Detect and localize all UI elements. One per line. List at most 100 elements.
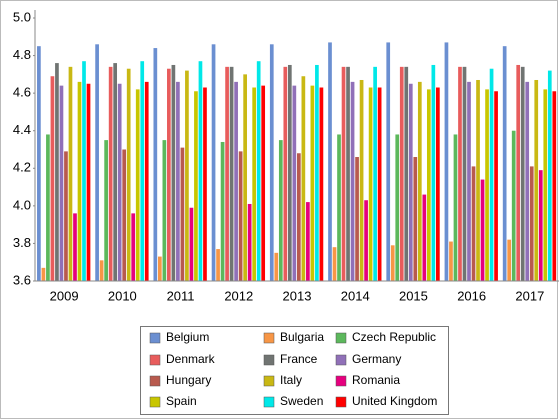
bar (234, 81, 238, 281)
bar (278, 140, 283, 281)
bar (126, 68, 131, 281)
legend-label: Italy (280, 373, 302, 387)
y-tick-label: 5.0 (13, 9, 31, 24)
y-tick-label: 3.8 (13, 235, 31, 250)
bar (73, 213, 77, 281)
bar (131, 213, 136, 281)
bar (489, 68, 494, 281)
legend-swatch (149, 332, 161, 344)
legend-swatch (149, 375, 161, 387)
y-tick-label: 4.6 (13, 85, 31, 100)
bar (99, 260, 104, 281)
legend-swatch (335, 375, 347, 387)
bar (507, 239, 512, 281)
bar (319, 87, 324, 281)
y-tick-label: 4.2 (13, 160, 31, 175)
bar (225, 66, 229, 281)
bar (243, 74, 247, 281)
bar (310, 85, 315, 281)
bar (337, 134, 341, 281)
legend-label: Denmark (166, 352, 216, 366)
legend-label: Belgium (166, 330, 209, 344)
bar (494, 91, 498, 281)
legend-swatch (149, 396, 161, 408)
bar (543, 89, 548, 281)
bar (185, 70, 189, 281)
legend-swatch (263, 332, 275, 344)
bar (355, 157, 359, 281)
bar (162, 140, 167, 281)
x-tick-label: 2011 (167, 288, 195, 303)
bar (395, 134, 400, 281)
bar (50, 76, 55, 281)
x-tick-label: 2017 (515, 288, 544, 303)
legend-swatch (335, 332, 347, 344)
legend-box (140, 326, 449, 415)
bar (431, 64, 436, 281)
bar (283, 66, 288, 281)
bar (55, 63, 59, 282)
x-tick-label: 2016 (457, 288, 486, 303)
x-tick-label: 2012 (224, 288, 253, 303)
bar (332, 247, 337, 281)
bar (135, 89, 140, 281)
legend-label: Spain (166, 394, 197, 408)
legend-label: Bulgaria (280, 330, 324, 344)
bar (408, 83, 413, 281)
bar (534, 79, 539, 281)
legend-swatch (263, 396, 275, 408)
bar (444, 42, 449, 281)
bar (301, 76, 306, 281)
bar (194, 91, 198, 281)
bar (216, 249, 220, 281)
bar (37, 46, 41, 281)
legend-swatch (335, 396, 347, 408)
bar (256, 61, 261, 282)
bar (485, 89, 489, 281)
bar (108, 66, 113, 281)
bar (86, 83, 91, 281)
bar (59, 85, 64, 281)
x-tick-label: 2009 (50, 288, 79, 303)
legend-label: Germany (352, 352, 401, 366)
legend-label: Hungary (166, 373, 211, 387)
bar (552, 91, 557, 281)
bar (373, 66, 377, 281)
bar (229, 66, 234, 281)
bar (140, 61, 145, 282)
y-tick-label: 4.8 (13, 47, 31, 62)
x-tick-label: 2013 (283, 288, 312, 303)
bar (480, 179, 485, 281)
bar (189, 207, 194, 281)
bar (252, 87, 257, 281)
bar (95, 44, 99, 281)
bar (247, 203, 252, 281)
bar (238, 151, 243, 281)
bar (220, 141, 225, 281)
bar (529, 166, 534, 281)
legend-swatch (263, 375, 275, 387)
bar (502, 46, 507, 281)
bar (77, 81, 82, 281)
bar (453, 134, 458, 281)
bar (525, 81, 530, 281)
bar (261, 85, 266, 281)
bar (41, 267, 46, 281)
legend-swatch (149, 354, 161, 366)
bar (68, 66, 73, 281)
bar (350, 81, 355, 281)
bar (436, 87, 440, 281)
bar (471, 166, 476, 281)
legend-swatch (263, 354, 275, 366)
bar (341, 66, 346, 281)
bar (399, 66, 404, 281)
bar (538, 170, 543, 281)
bar (426, 89, 431, 281)
bar (404, 66, 409, 281)
bar (449, 241, 453, 281)
bar (386, 42, 391, 281)
bar (413, 157, 418, 281)
legend-label: France (280, 352, 318, 366)
bar (458, 66, 462, 281)
